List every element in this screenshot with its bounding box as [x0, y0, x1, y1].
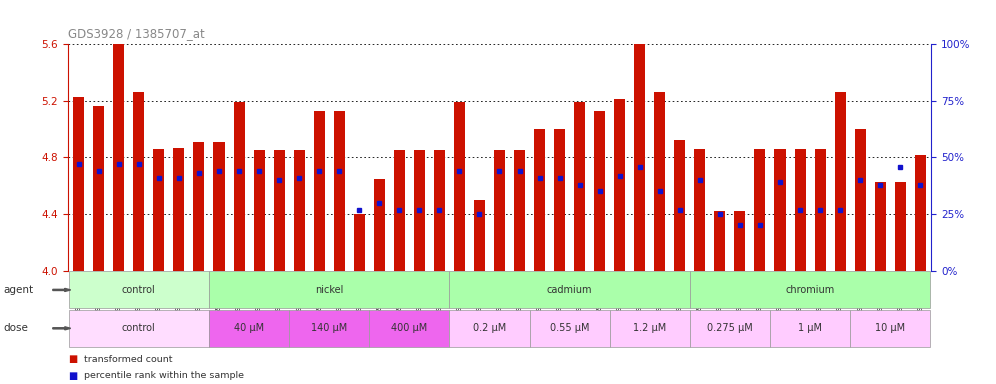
Bar	[734, 211, 745, 271]
Bar	[153, 149, 164, 271]
Text: dose: dose	[3, 323, 28, 333]
Bar	[815, 149, 826, 271]
Bar	[690, 310, 770, 347]
Bar	[874, 182, 885, 271]
Bar	[69, 310, 209, 347]
Bar	[754, 149, 766, 271]
Text: ■: ■	[68, 354, 77, 364]
Bar	[233, 102, 245, 271]
Bar	[494, 151, 505, 271]
Bar	[274, 151, 285, 271]
Bar	[694, 149, 705, 271]
Text: ■: ■	[68, 371, 77, 381]
Bar	[414, 151, 425, 271]
Text: 1 μM: 1 μM	[798, 323, 822, 333]
Bar	[554, 129, 565, 271]
Text: 400 μM: 400 μM	[391, 323, 427, 333]
Bar	[690, 271, 930, 308]
Text: agent: agent	[3, 285, 33, 295]
Bar	[314, 111, 325, 271]
Text: nickel: nickel	[315, 285, 344, 295]
Bar	[530, 310, 610, 347]
Bar	[595, 111, 606, 271]
Text: 140 μM: 140 μM	[311, 323, 348, 333]
Text: 1.2 μM: 1.2 μM	[633, 323, 666, 333]
Bar	[851, 310, 930, 347]
Bar	[674, 141, 685, 271]
Text: control: control	[122, 285, 155, 295]
Bar	[514, 151, 525, 271]
Text: 0.275 μM: 0.275 μM	[707, 323, 753, 333]
Text: cadmium: cadmium	[547, 285, 593, 295]
Bar	[770, 310, 851, 347]
Bar	[209, 310, 289, 347]
Bar	[94, 106, 105, 271]
Bar	[574, 102, 585, 271]
Bar	[133, 92, 144, 271]
Bar	[449, 310, 530, 347]
Bar	[354, 214, 365, 271]
Bar	[294, 151, 305, 271]
Bar	[775, 149, 786, 271]
Bar	[615, 99, 625, 271]
Bar	[393, 151, 404, 271]
Bar	[114, 44, 124, 271]
Bar	[654, 92, 665, 271]
Bar	[69, 271, 209, 308]
Text: percentile rank within the sample: percentile rank within the sample	[84, 371, 244, 380]
Text: transformed count: transformed count	[84, 354, 172, 364]
Text: 10 μM: 10 μM	[875, 323, 905, 333]
Bar	[449, 271, 690, 308]
Bar	[835, 92, 846, 271]
Bar	[254, 151, 265, 271]
Bar	[474, 200, 485, 271]
Bar	[914, 155, 925, 271]
Bar	[374, 179, 384, 271]
Bar	[209, 271, 449, 308]
Bar	[193, 142, 204, 271]
Bar	[173, 147, 184, 271]
Bar	[370, 310, 449, 347]
Text: 0.55 μM: 0.55 μM	[550, 323, 590, 333]
Bar	[634, 9, 645, 271]
Text: GDS3928 / 1385707_at: GDS3928 / 1385707_at	[68, 27, 204, 40]
Bar	[534, 129, 545, 271]
Bar	[434, 151, 445, 271]
Bar	[610, 310, 690, 347]
Text: control: control	[122, 323, 155, 333]
Text: 40 μM: 40 μM	[234, 323, 264, 333]
Bar	[289, 310, 370, 347]
Bar	[714, 211, 725, 271]
Text: chromium: chromium	[786, 285, 835, 295]
Bar	[213, 142, 224, 271]
Bar	[74, 96, 85, 271]
Bar	[454, 102, 465, 271]
Bar	[795, 149, 806, 271]
Bar	[894, 182, 905, 271]
Bar	[855, 129, 866, 271]
Bar	[334, 111, 345, 271]
Text: 0.2 μM: 0.2 μM	[473, 323, 506, 333]
